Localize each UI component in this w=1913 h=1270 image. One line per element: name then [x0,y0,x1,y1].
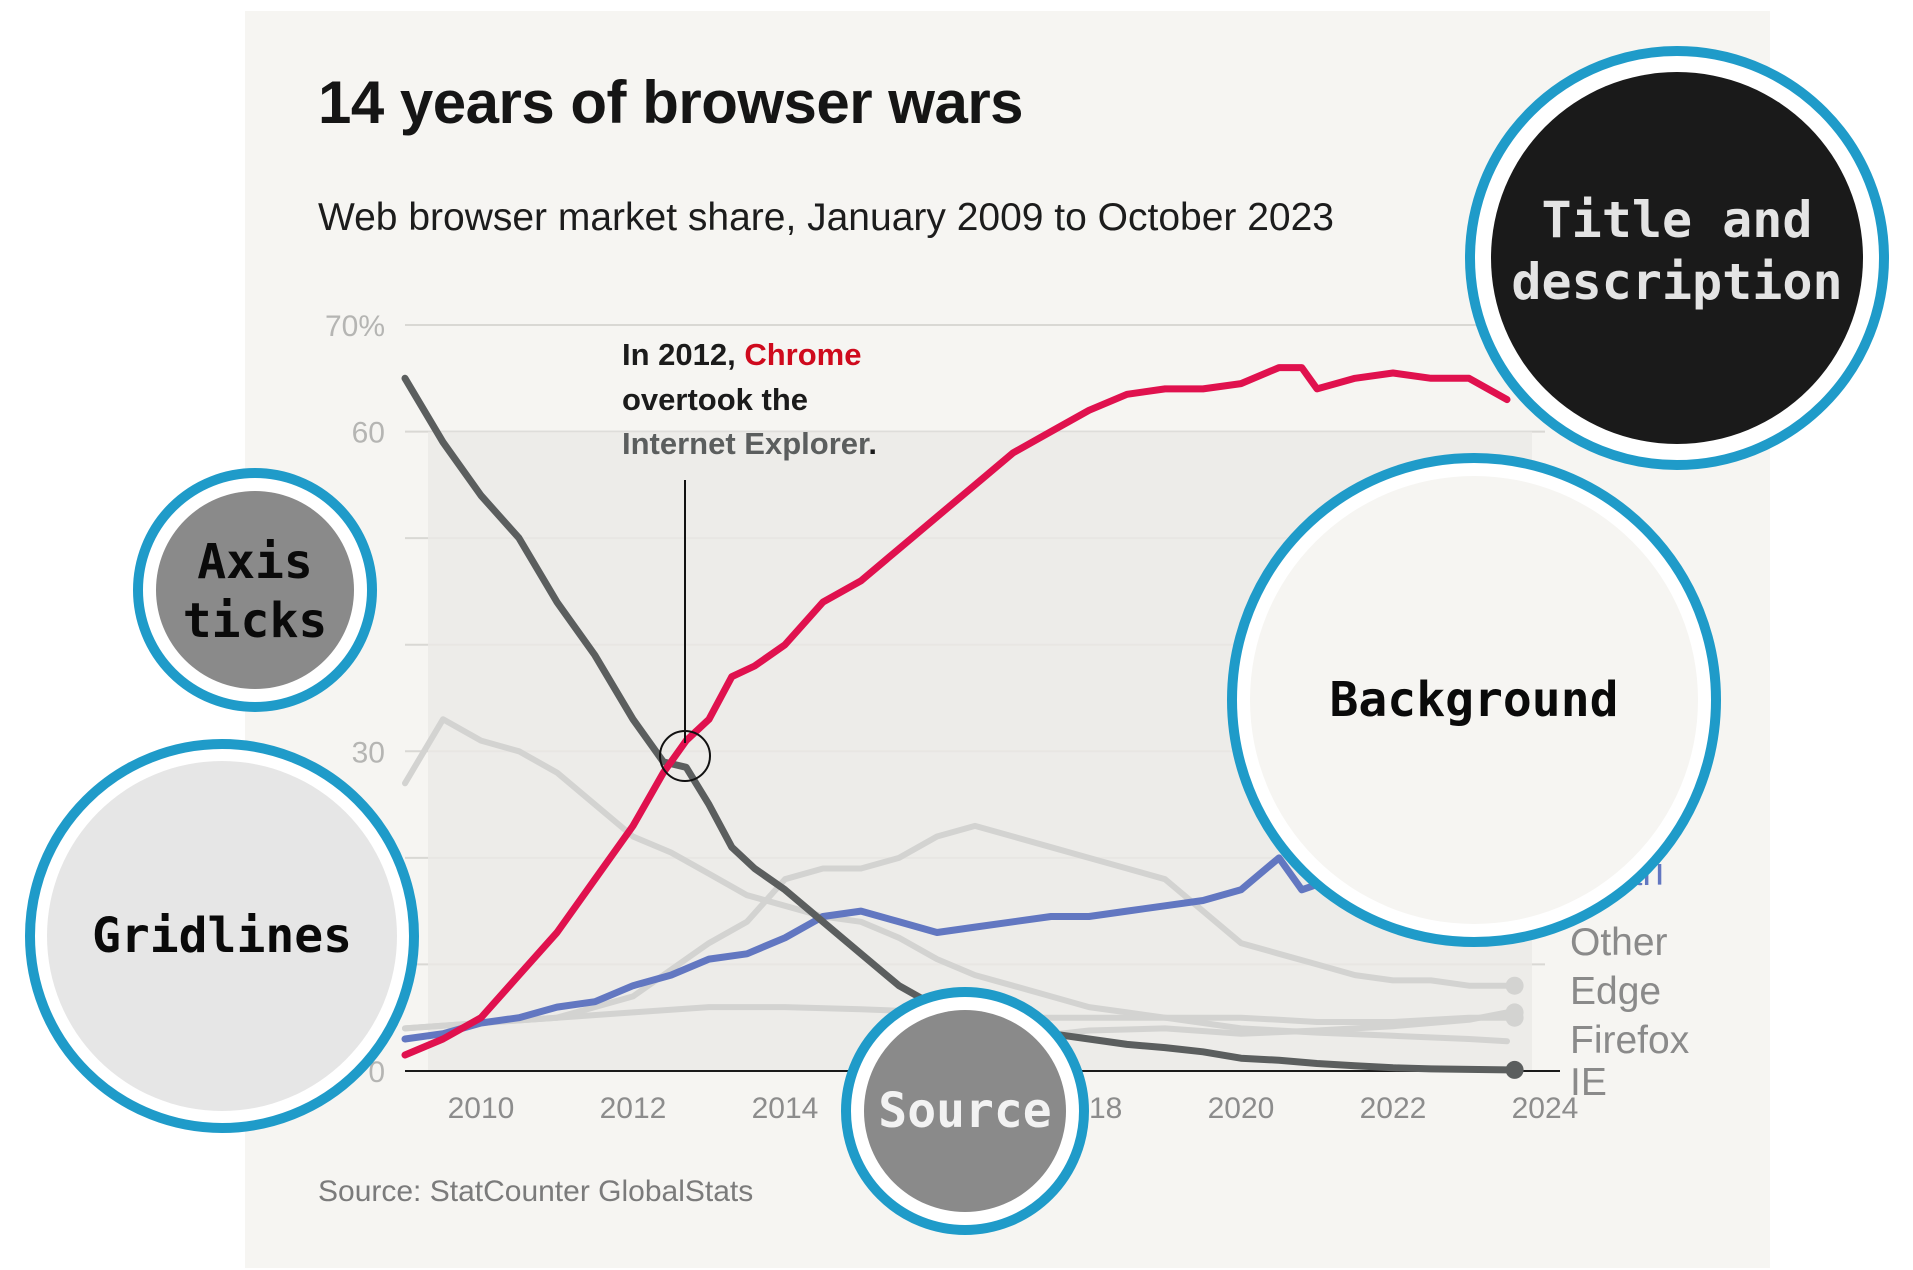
x-tick-label: 2010 [448,1092,515,1125]
callout-gridlines: Gridlines [25,739,419,1133]
callout-title-line-1: Title and [1542,191,1813,249]
x-tick-label: 2012 [600,1092,667,1125]
series-line-chrome [401,364,1511,1059]
y-tick-label: 30 [352,736,385,769]
series-line-grey-4 [402,822,1510,1032]
crossover-circle [659,730,711,782]
series-lines [401,364,1524,1079]
callout-background-label: Background [1330,672,1619,728]
series-end-dot [1505,1060,1524,1079]
y-tick-label: 0 [368,1056,385,1089]
series-end-label: Firefox [1570,1019,1690,1062]
x-tick-label: 2020 [1208,1092,1275,1125]
callout-source-label: Source [878,1083,1051,1139]
callout-background: Background [1227,453,1721,947]
y-tick-label: 60 [352,417,385,450]
series-end-dot [1505,1008,1524,1027]
callout-title-line-2: description [1511,253,1842,311]
callout-axis-line-1: Axis [197,534,313,590]
annotation: In 2012, Chrome overtook the Internet Ex… [622,337,877,782]
series-end-label: Other [1570,921,1668,964]
y-axis-ticks: 70% 60 30 0 [325,310,385,1089]
x-tick-label: 2022 [1360,1092,1427,1125]
annotation-line-2: overtook the [622,382,808,417]
annotation-line-1: In 2012, Chrome [622,337,862,372]
callout-axis-ticks: Axis ticks [133,468,377,712]
callout-axis-line-2: ticks [183,593,328,649]
series-end-dot [1505,976,1524,995]
callout-gridlines-label: Gridlines [92,908,352,964]
y-tick-label: 70% [325,310,385,343]
chart-title: 14 years of browser wars [318,69,1024,136]
x-tick-label: 2024 [1512,1092,1579,1125]
x-tick-label: 2014 [752,1092,819,1125]
series-line-grey-3 [402,716,1510,1045]
callout-source: Source [841,987,1089,1235]
chart-source: Source: StatCounter GlobalStats [318,1175,754,1208]
series-end-label: IE [1570,1061,1607,1104]
callout-title-and-description: Title and description [1465,46,1889,470]
series-line-safari [401,854,1321,1043]
series-end-label: Edge [1570,970,1661,1013]
annotation-line-3: Internet Explorer. [622,426,877,461]
chart-subtitle: Web browser market share, January 2009 t… [318,196,1334,239]
